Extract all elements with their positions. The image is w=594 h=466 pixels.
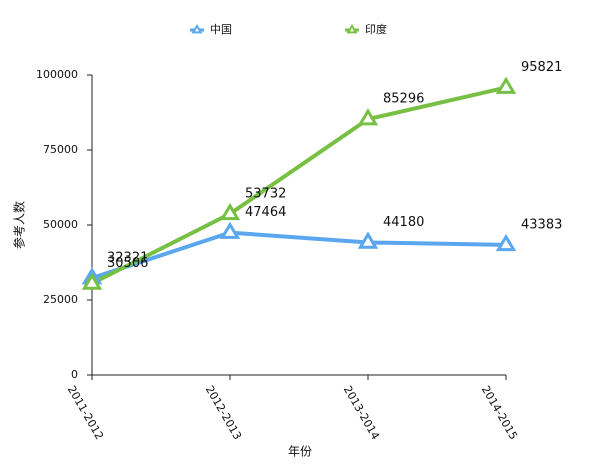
y-tick-label: 50000 [43, 218, 78, 231]
x-tick-label: 2011-2012 [65, 384, 106, 442]
legend-label: 中国 [210, 23, 232, 36]
series-line [91, 230, 507, 280]
data-label: 53732 [245, 186, 286, 201]
legend-marker [346, 24, 358, 34]
data-label: 30506 [107, 256, 148, 271]
data-label: 95821 [521, 60, 562, 75]
y-tick-label: 0 [71, 368, 78, 381]
point-marker [219, 202, 241, 221]
y-tick-label: 25000 [43, 293, 78, 306]
series-line [91, 85, 507, 286]
y-axis-label: 参考人数 [12, 201, 27, 249]
x-tick-label: 2013-2014 [341, 384, 382, 442]
point-marker [357, 231, 379, 249]
data-label: 43383 [521, 217, 562, 232]
data-label: 44180 [383, 215, 424, 230]
point-marker [357, 108, 379, 126]
data-label: 85296 [383, 92, 424, 107]
legend-label: 印度 [365, 22, 387, 36]
data-label: 47464 [245, 205, 286, 220]
data-label: 32321 [107, 251, 148, 266]
x-tick-label: 2012-2013 [203, 384, 244, 442]
legend-marker [191, 24, 203, 34]
point-marker [219, 221, 241, 239]
y-tick-label: 75000 [43, 143, 78, 156]
point-marker [495, 76, 517, 94]
point-marker [495, 233, 517, 252]
x-tick-label: 2014-2015 [479, 384, 520, 442]
point-marker [81, 272, 103, 290]
x-axis-label: 年份 [288, 445, 312, 459]
y-tick-label: 100000 [36, 68, 78, 81]
